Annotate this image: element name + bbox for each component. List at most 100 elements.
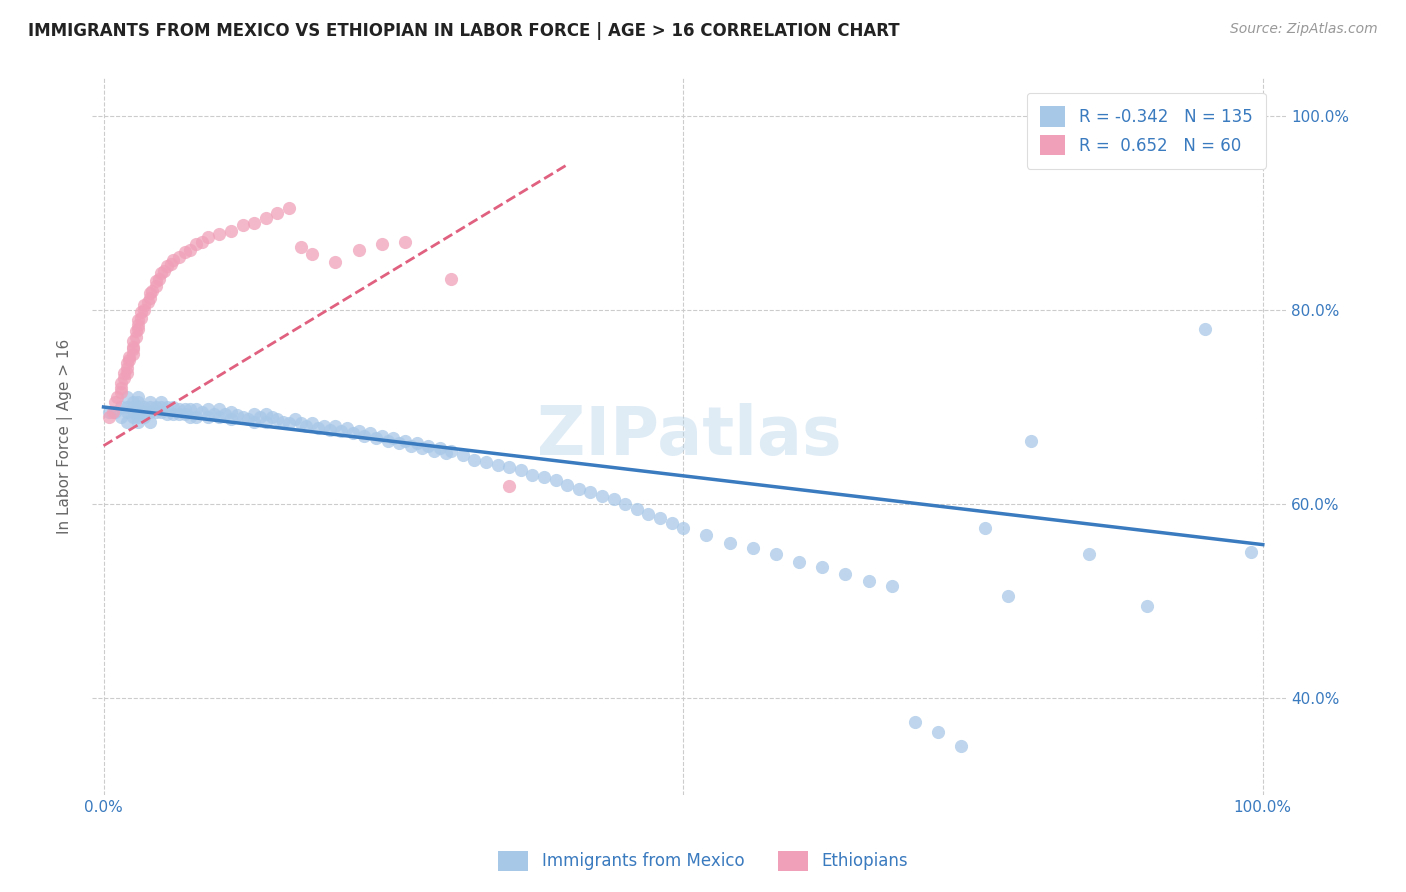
Point [325, 254, 347, 268]
Point [115, 366, 138, 380]
Point [145, 405, 167, 419]
Text: ZIPatlas: ZIPatlas [537, 403, 841, 469]
Point [173, 401, 195, 416]
Point [139, 285, 162, 300]
Point [125, 330, 148, 344]
Point [197, 230, 219, 244]
Point [330, 424, 353, 438]
Point [416, 439, 439, 453]
Point [325, 419, 347, 434]
Point [411, 441, 433, 455]
Point [271, 415, 294, 429]
Point [254, 211, 277, 225]
Point [186, 409, 208, 424]
Point [451, 449, 474, 463]
Point [1240, 545, 1263, 559]
Point [127, 390, 149, 404]
Point [162, 407, 184, 421]
Point [318, 423, 340, 437]
Point [312, 419, 335, 434]
Point [173, 244, 195, 259]
Point [284, 411, 307, 425]
Point [150, 266, 173, 280]
Point [568, 483, 591, 497]
Point [127, 400, 149, 414]
Point [115, 405, 138, 419]
Point [132, 298, 155, 312]
Point [173, 407, 195, 421]
Point [475, 455, 498, 469]
Point [156, 260, 179, 274]
Point [98, 409, 121, 424]
Point [145, 400, 167, 414]
Point [238, 411, 260, 425]
Point [440, 272, 463, 286]
Point [811, 560, 834, 574]
Point [522, 467, 544, 482]
Point [132, 400, 155, 414]
Point [486, 458, 509, 472]
Point [243, 407, 266, 421]
Point [254, 415, 277, 429]
Point [359, 426, 381, 441]
Point [121, 334, 143, 348]
Point [533, 470, 555, 484]
Point [132, 303, 155, 318]
Point [125, 325, 148, 339]
Point [112, 371, 135, 385]
Point [179, 409, 201, 424]
Point [197, 401, 219, 416]
Point [614, 497, 637, 511]
Point [579, 485, 602, 500]
Point [1077, 547, 1099, 561]
Point [98, 405, 121, 419]
Point [405, 435, 427, 450]
Point [208, 401, 231, 416]
Point [388, 435, 411, 450]
Point [156, 400, 179, 414]
Point [132, 405, 155, 419]
Point [101, 405, 124, 419]
Point [110, 400, 132, 414]
Point [266, 206, 288, 220]
Point [118, 350, 141, 364]
Point [118, 353, 141, 368]
Point [278, 202, 301, 216]
Point [115, 400, 138, 414]
Point [127, 415, 149, 429]
Point [214, 407, 236, 421]
Legend: Immigrants from Mexico, Ethiopians: Immigrants from Mexico, Ethiopians [491, 842, 915, 880]
Point [498, 479, 520, 493]
Point [544, 473, 567, 487]
Point [115, 356, 138, 370]
Point [121, 400, 143, 414]
Point [371, 237, 394, 252]
Point [139, 400, 162, 414]
Point [110, 385, 132, 400]
Point [139, 405, 162, 419]
Point [162, 252, 184, 267]
Point [115, 415, 138, 429]
Point [150, 405, 173, 419]
Point [278, 417, 301, 431]
Text: Source: ZipAtlas.com: Source: ZipAtlas.com [1230, 22, 1378, 37]
Point [429, 441, 451, 455]
Point [115, 361, 138, 376]
Point [394, 434, 416, 448]
Point [290, 417, 312, 431]
Point [127, 322, 149, 336]
Point [110, 409, 132, 424]
Point [602, 491, 624, 506]
Point [661, 516, 683, 531]
Point [290, 240, 312, 254]
Point [626, 501, 648, 516]
Point [156, 407, 179, 421]
Point [371, 429, 394, 443]
Point [167, 407, 190, 421]
Point [121, 405, 143, 419]
Point [434, 445, 457, 459]
Point [249, 409, 271, 424]
Point [637, 507, 659, 521]
Point [347, 243, 370, 257]
Point [266, 411, 288, 425]
